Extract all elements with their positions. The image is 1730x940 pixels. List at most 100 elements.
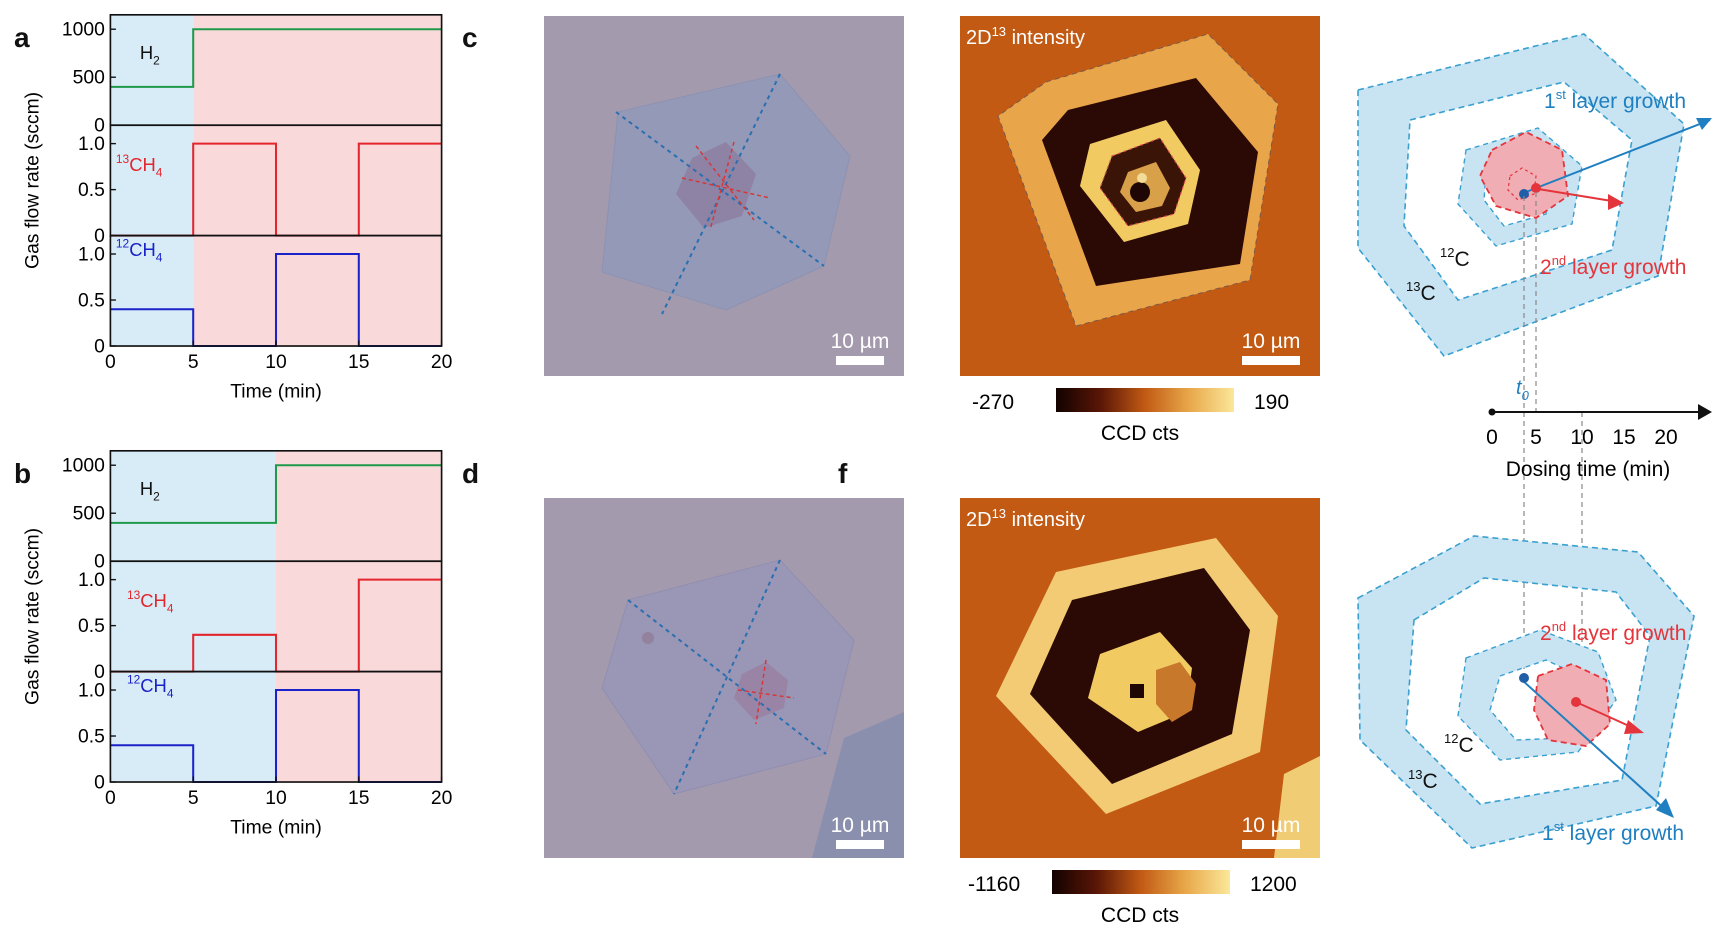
panel-letter-a: a — [14, 22, 30, 53]
scale-bar-label-d: 10 µm — [831, 814, 890, 837]
x-axis-label-a: Time (min) — [230, 382, 322, 403]
x-tick-label-b: 20 — [431, 788, 452, 809]
nucleation-center — [1130, 684, 1144, 698]
panel-letter-d: d — [462, 458, 480, 489]
panel-letter-c: c — [462, 22, 478, 53]
guide-line-red — [709, 141, 735, 231]
second-layer-arrowhead-top — [1608, 194, 1624, 210]
raman-map-f: 10 µm 2D13 intensity — [960, 498, 1320, 858]
y-tick-label-h2-b: 0 — [94, 552, 105, 573]
x-tick-label-b: 10 — [265, 788, 286, 809]
y-tick-label-h2-a: 0 — [94, 116, 105, 137]
series-line-13CH4-a — [110, 142, 442, 237]
13ch4-label-b: 13CH4 — [127, 588, 174, 616]
series-line-13CH4-b — [110, 578, 442, 673]
panel-letter-b: b — [14, 458, 32, 489]
first-layer-nucleus-top — [1519, 189, 1529, 199]
y-tick-label-13ch4-b: 0.5 — [78, 616, 105, 637]
x-tick-label-a: 10 — [265, 352, 286, 373]
optical-micrograph-c: 10 µm — [544, 16, 904, 376]
gas-flow-chart-b: Gas flow rate (sccm) Time (min) 0 5 10 1… — [23, 449, 452, 839]
x-axis-label-b: Time (min) — [230, 818, 322, 839]
guide-line-red — [681, 177, 771, 199]
y-tick-label-13ch4-b: 1.0 — [78, 570, 105, 591]
graphene-neighbor-flake — [812, 712, 904, 858]
x-tick-label-b: 0 — [105, 788, 116, 809]
colorbar-e: -270 190 CCD cts — [972, 388, 1289, 445]
guide-line-blue — [627, 599, 827, 755]
guide-line-red — [755, 659, 767, 725]
scale-bar-d — [836, 840, 884, 849]
colorbar-label-e: CCD cts — [1101, 422, 1179, 445]
colorbar-f: -1160 1200 CCD cts — [968, 870, 1297, 927]
raman-map-e: 10 µm 2D13 intensity — [960, 16, 1320, 376]
first-layer-arrowhead-bottom — [1656, 798, 1674, 818]
y-tick-label-13ch4-a: 1.0 — [78, 134, 105, 155]
chart-plot-group-b — [109, 449, 443, 784]
12ch4-label-a: 12CH4 — [116, 237, 163, 265]
first-layer-nucleus-bottom — [1519, 673, 1529, 683]
series-line-H2-a — [110, 28, 442, 88]
guide-line-blue — [615, 111, 825, 267]
y-axis-label-b: Gas flow rate (sccm) — [23, 528, 44, 705]
particle — [642, 632, 654, 644]
h2-label-b: H2 — [140, 478, 160, 504]
y-tick-label-12ch4-b: 1.0 — [78, 680, 105, 701]
time-tick-label: 10 — [1570, 426, 1593, 449]
gas-flow-chart-a: Gas flow rate (sccm) Time (min) 0 5 10 1… — [23, 13, 452, 403]
second-layer-label-bottom: 2nd layer growth — [1540, 619, 1686, 645]
y-tick-label-13ch4-a: 0 — [94, 226, 105, 247]
y-tick-label-h2-a: 1000 — [62, 20, 105, 41]
scale-bar-label-f: 10 µm — [1242, 814, 1301, 837]
colorbar-min-f: -1160 — [968, 873, 1020, 896]
x-tick-label-b: 15 — [348, 788, 369, 809]
outer-13c-shell-bottom — [1357, 535, 1695, 849]
first-layer-arrow-top — [1525, 119, 1711, 193]
second-layer-arrowhead-bottom — [1624, 720, 1644, 734]
dosing-time-arrowhead — [1698, 404, 1712, 420]
phase-band-blue-b — [110, 450, 277, 783]
y-tick-label-13ch4-a: 0.5 — [78, 180, 105, 201]
first-layer-arrow-bottom — [1521, 679, 1669, 813]
growth-schematic-g: 1st layer growth 2nd layer growth 12C 13… — [1357, 33, 1712, 849]
phase-band-pink-a — [193, 14, 442, 347]
optical-micrograph-d: 10 µm — [544, 498, 904, 858]
time-axis-origin-dot — [1488, 408, 1496, 416]
second-layer-core-top — [1507, 167, 1537, 201]
scale-bar-label-e: 10 µm — [1242, 330, 1301, 353]
scale-bar-e — [1242, 356, 1300, 365]
x-tick-label-a: 5 — [188, 352, 199, 373]
x-tick-label-a: 15 — [348, 352, 369, 373]
x-tick-label-a: 0 — [105, 352, 116, 373]
c13-label-top: 13C — [1406, 279, 1436, 305]
c13-label-bottom: 13C — [1408, 767, 1438, 793]
guide-line-blue — [673, 559, 781, 795]
nucleation-center — [1130, 182, 1150, 202]
second-layer-nucleus-bottom — [1571, 697, 1581, 707]
second-layer-label-top: 2nd layer growth — [1540, 253, 1686, 279]
raman-title-e: 2D13 intensity — [966, 24, 1085, 49]
y-tick-label-h2-b: 1000 — [62, 456, 105, 477]
scale-bar-c — [836, 356, 884, 365]
scale-bar-label-c: 10 µm — [831, 330, 890, 353]
c12-label-bottom: 12C — [1444, 731, 1474, 757]
x-tick-label-a: 20 — [431, 352, 452, 373]
y-tick-label-13ch4-b: 0 — [94, 662, 105, 683]
12ch4-label-b: 12CH4 — [127, 673, 174, 701]
time-tick-label: 5 — [1530, 426, 1542, 449]
phase-band-blue-a — [110, 14, 194, 347]
colorbar-min-e: -270 — [972, 391, 1014, 414]
colorbar-label-f: CCD cts — [1101, 904, 1179, 927]
subplot-frame-b — [109, 670, 443, 783]
series-line-12CH4-b — [110, 689, 442, 784]
raman-title-f: 2D13 intensity — [966, 506, 1085, 531]
y-tick-label-h2-b: 500 — [73, 504, 105, 525]
chart-plot-group-a — [109, 13, 443, 348]
panel-letter-f: f — [838, 458, 848, 489]
second-layer-domain-top — [1478, 130, 1569, 219]
y-tick-label-12ch4-a: 0 — [94, 336, 105, 357]
t0-label: t0 — [1516, 377, 1530, 403]
colorbar-max-e: 190 — [1254, 391, 1289, 414]
nucleation-dot — [1137, 173, 1147, 183]
y-tick-label-12ch4-a: 0.5 — [78, 290, 105, 311]
